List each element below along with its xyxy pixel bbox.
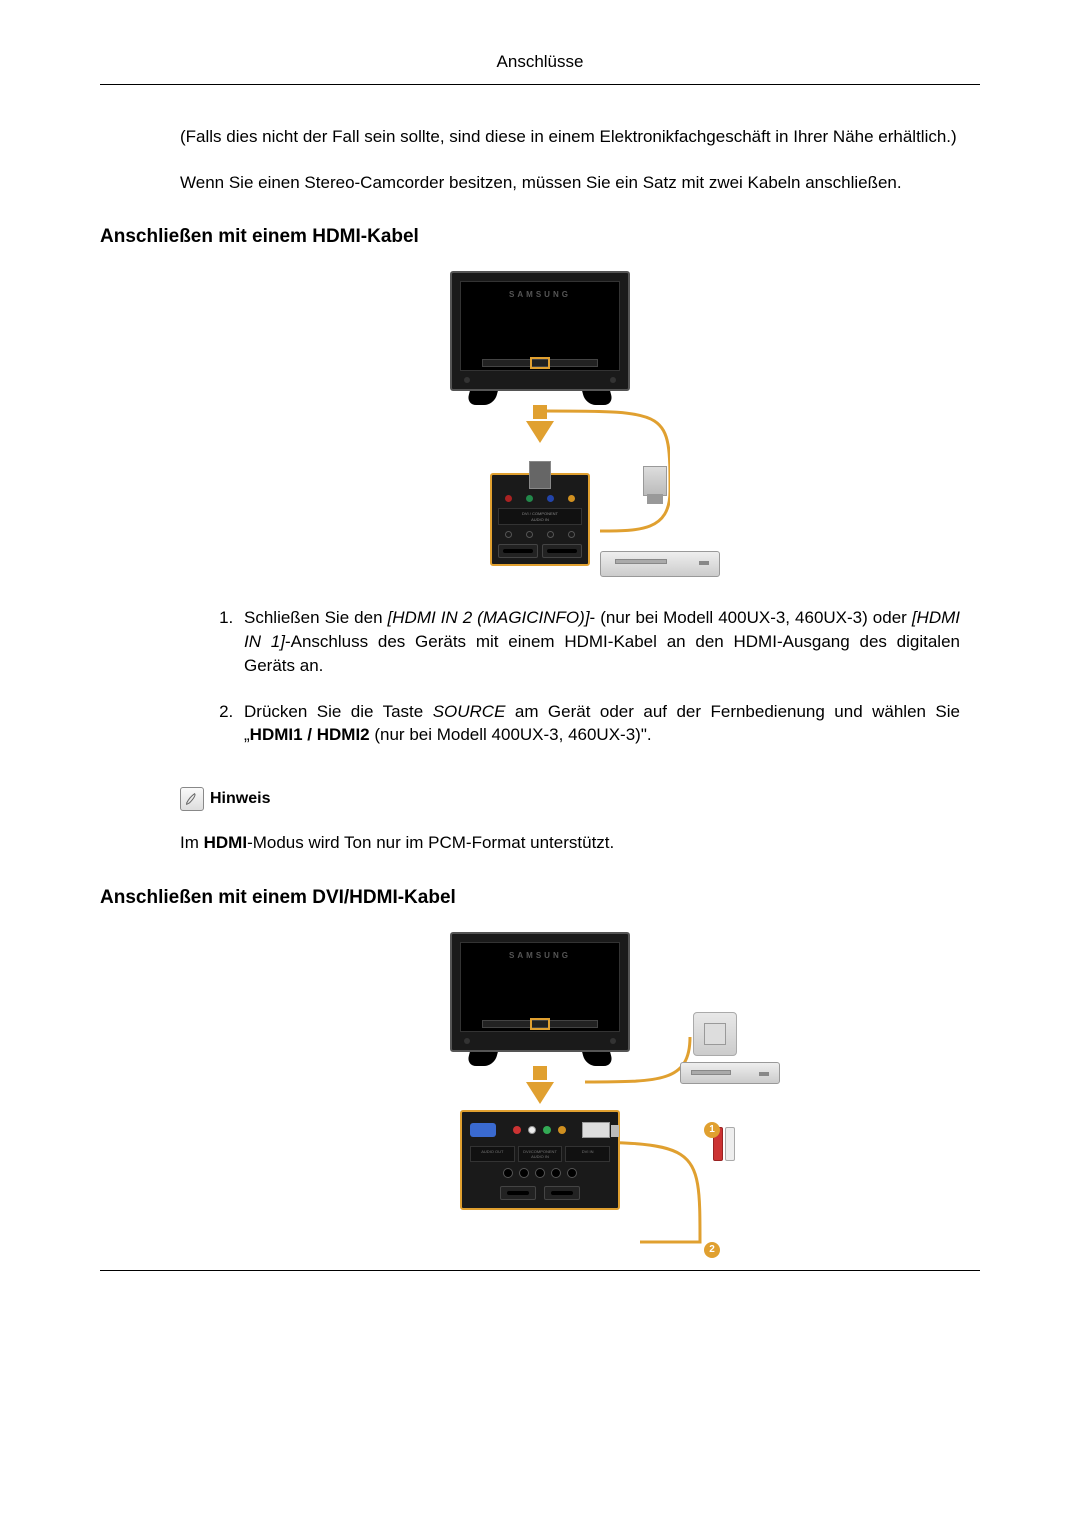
step-text: Schließen Sie den [244,608,388,627]
monitor-icon: SAMSUNG [450,932,630,1052]
page-header: Anschlüsse [100,50,980,85]
note-icon [180,787,204,811]
rca-ports-icon [513,1126,566,1134]
monitor-brand-label: SAMSUNG [452,950,628,961]
intro-paragraph-2: Wenn Sie einen Stereo-Camcorder besitzen… [180,171,980,195]
section1-steps: Schließen Sie den [HDMI IN 2 (MAGICINFO)… [210,606,960,747]
diagram-dvi-hdmi: SAMSUNG 1 2 [100,932,980,1210]
hdmi-slot-icon [542,544,582,558]
hdmi-connector-icon [529,461,551,489]
note-text: Im HDMI-Modus wird Ton nur im PCM-Format… [180,831,980,855]
section1-heading: Anschließen mit einem HDMI-Kabel [100,224,980,251]
hdmi-slot-icon [498,544,538,558]
step-text: Drücken Sie die Taste [244,702,433,721]
settop-box-icon [680,1012,750,1084]
list-item: Schließen Sie den [HDMI IN 2 (MAGICINFO)… [238,606,960,677]
marker-1-icon: 1 [704,1122,720,1138]
dvd-player-icon [600,551,720,577]
slot-icon [500,1186,536,1200]
panel-label: DVI IN [565,1146,610,1162]
monitor-brand-label: SAMSUNG [452,289,628,300]
monitor-icon: SAMSUNG [450,271,630,391]
step-text: - (nur bei Modell 400UX-3, 460UX-3) oder [590,608,912,627]
hdmi-plug-icon [640,466,670,506]
marker-2-icon: 2 [704,1242,720,1258]
step-text: -Anschluss des Geräts mit einem HDMI-Kab… [244,632,960,675]
step-text: (nur bei Modell 400UX-3, 460UX-3)". [370,725,652,744]
slot-icon [544,1186,580,1200]
list-item: Drücken Sie die Taste SOURCE am Gerät od… [238,700,960,748]
vga-port-icon [470,1123,496,1137]
arrow-down-head-icon [526,421,554,443]
note-block: Hinweis Im HDMI-Modus wird Ton nur im PC… [180,787,980,855]
rear-panel-wide-icon: AUDIO OUT DVI/COMPONENTAUDIO IN DVI IN [460,1110,620,1210]
step-italic: [HDMI IN 2 (MAGICINFO)] [388,608,590,627]
footer-rule [100,1270,980,1271]
monitor-stand-icon [450,1052,630,1066]
arrow-down-head-icon [526,1082,554,1104]
step-bold: HDMI1 / HDMI2 [250,725,370,744]
arrow-down-icon [533,1066,547,1080]
intro-paragraph-1: (Falls dies nicht der Fall sein sollte, … [180,125,980,149]
note-label: Hinweis [210,788,270,810]
rear-panel-icon: DVI / COMPONENTAUDIO IN [490,473,590,566]
arrow-down-icon [533,405,547,419]
diagram-hdmi: SAMSUNG DVI / COMP [100,271,980,566]
dvi-port-icon [582,1122,610,1138]
panel-label: DVI / COMPONENTAUDIO IN [498,508,582,525]
intro-block: (Falls dies nicht der Fall sein sollte, … [180,125,980,195]
panel-label: DVI/COMPONENTAUDIO IN [518,1146,563,1162]
panel-label: AUDIO OUT [470,1146,515,1162]
monitor-stand-icon [450,391,630,405]
step-italic: SOURCE [433,702,506,721]
section2-heading: Anschließen mit einem DVI/HDMI-Kabel [100,885,980,912]
